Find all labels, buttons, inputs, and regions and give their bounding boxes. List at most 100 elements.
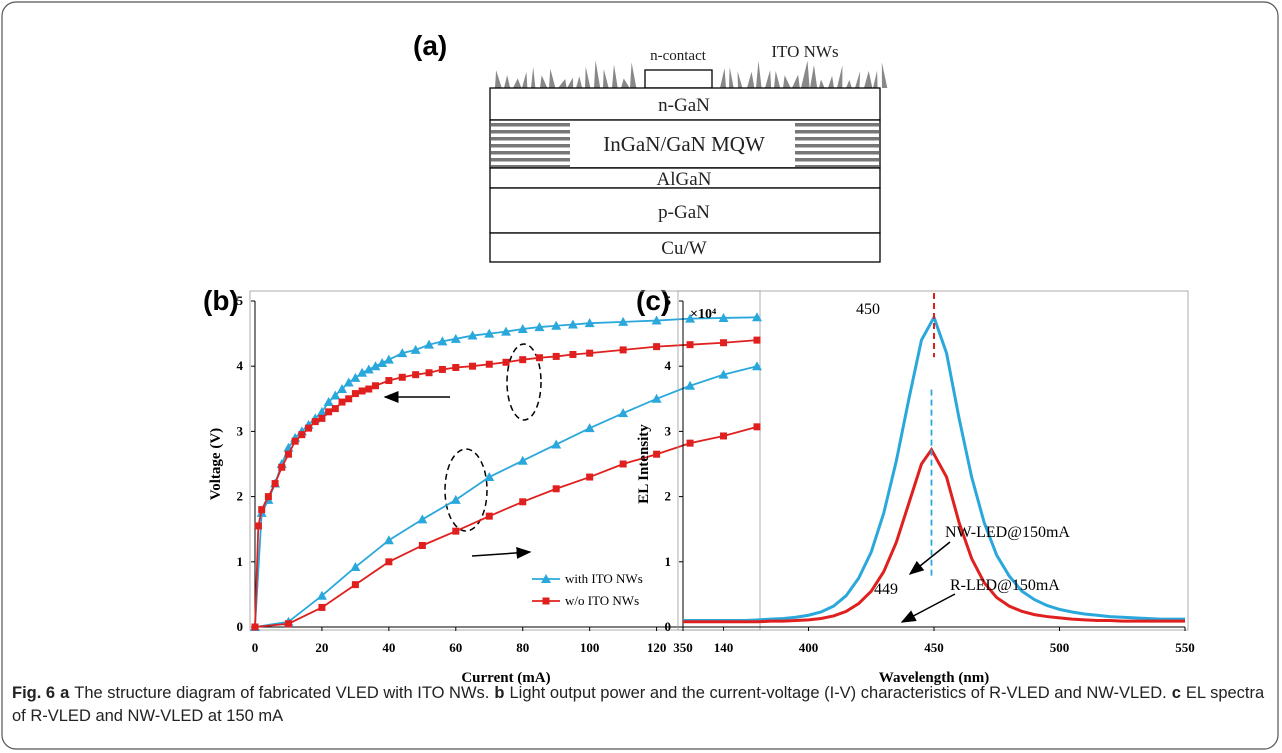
marker — [425, 369, 433, 377]
marker — [370, 361, 381, 371]
y-tick-label: 5 — [237, 293, 244, 308]
marker — [501, 326, 511, 336]
marker — [316, 590, 327, 600]
annotation: R-LED@150mA — [950, 577, 1060, 594]
panel-label: (b) — [203, 285, 239, 316]
x-tick-label: 550 — [1175, 640, 1195, 655]
marker — [720, 432, 728, 440]
nanowire — [621, 78, 630, 88]
caption-letter: c — [1171, 684, 1181, 702]
x-tick-label: 0 — [252, 640, 259, 655]
marker — [385, 377, 393, 385]
marker — [651, 315, 662, 325]
marker — [417, 514, 428, 524]
marker — [452, 364, 460, 372]
nanowire — [819, 79, 825, 88]
y-tick-label: 4 — [237, 358, 244, 373]
marker — [424, 339, 435, 349]
nanowire — [630, 62, 637, 88]
nanowire — [720, 67, 727, 88]
panel-label: (a) — [413, 30, 447, 61]
caption-item: c EL spectra of R-VLED and NW-VLED at 150… — [12, 684, 1264, 725]
marker — [535, 354, 543, 362]
layer-label: n-GaN — [658, 95, 710, 116]
marker — [567, 319, 578, 329]
marker — [452, 527, 460, 535]
nanowire — [792, 74, 800, 88]
marker — [284, 450, 292, 458]
x-tick-label: 100 — [580, 640, 600, 655]
marker — [467, 330, 478, 340]
y-tick-label: 1 — [665, 554, 672, 569]
nanowire — [567, 77, 574, 88]
marker — [753, 423, 761, 431]
marker — [586, 349, 594, 357]
nanowire — [522, 71, 528, 88]
marker — [325, 408, 333, 416]
marker — [358, 387, 366, 395]
marker — [258, 506, 266, 514]
legend-label: with ITO NWs — [565, 571, 643, 586]
x-tick-label: 20 — [315, 640, 328, 655]
arrow — [471, 546, 532, 559]
marker — [586, 473, 594, 481]
nanowire — [612, 64, 618, 88]
nanowire — [846, 79, 852, 88]
marker — [450, 494, 461, 504]
nanowire — [504, 75, 511, 88]
annotation: 449 — [874, 581, 898, 598]
marker — [569, 350, 577, 358]
marker — [686, 439, 694, 447]
caption-text: EL spectra of R-VLED and NW-VLED at 150 … — [12, 684, 1265, 725]
structure-diagram — [489, 60, 888, 263]
ellipse — [506, 343, 542, 421]
marker — [551, 320, 562, 330]
caption-label: Fig. 6 — [12, 684, 56, 702]
arrow — [900, 593, 956, 623]
nanowire — [873, 70, 878, 88]
marker — [330, 390, 341, 400]
x-axis-label: Wavelength (nm) — [879, 670, 989, 686]
marker — [438, 365, 446, 373]
marker — [618, 316, 629, 326]
annotation: 450 — [856, 301, 880, 318]
line — [254, 365, 758, 628]
nanowire — [729, 66, 734, 88]
marker — [753, 336, 761, 344]
x-tick-label: 40 — [382, 640, 395, 655]
marker — [363, 364, 374, 374]
marker — [298, 431, 306, 439]
marker — [337, 384, 348, 394]
marker — [385, 558, 393, 566]
x-tick-label: 80 — [516, 640, 529, 655]
line — [683, 313, 1185, 622]
marker — [534, 322, 545, 332]
panel-label: (c) — [636, 285, 670, 316]
marker — [619, 460, 627, 468]
nanowire — [558, 78, 567, 88]
nanowire — [549, 68, 556, 88]
x-tick-label: 140 — [714, 640, 734, 655]
marker — [552, 485, 560, 493]
marker — [752, 312, 762, 322]
layer — [489, 232, 881, 263]
nanowire — [783, 75, 791, 88]
y-tick-label: 4 — [665, 358, 672, 373]
marker — [485, 512, 493, 520]
line — [683, 446, 1185, 624]
marker — [720, 339, 728, 347]
nanowire — [540, 75, 548, 88]
label: n-contact — [650, 48, 707, 64]
layer-label: InGaN/GaN MQW — [603, 132, 765, 156]
marker — [450, 333, 461, 343]
marker — [351, 581, 359, 589]
x-tick-label: 60 — [449, 640, 462, 655]
marker — [485, 360, 493, 368]
marker — [418, 542, 426, 549]
marker — [484, 472, 495, 482]
marker — [318, 603, 326, 611]
y-axis-label: Voltage (V) — [208, 428, 224, 500]
marker — [410, 344, 421, 354]
marker — [469, 362, 477, 370]
